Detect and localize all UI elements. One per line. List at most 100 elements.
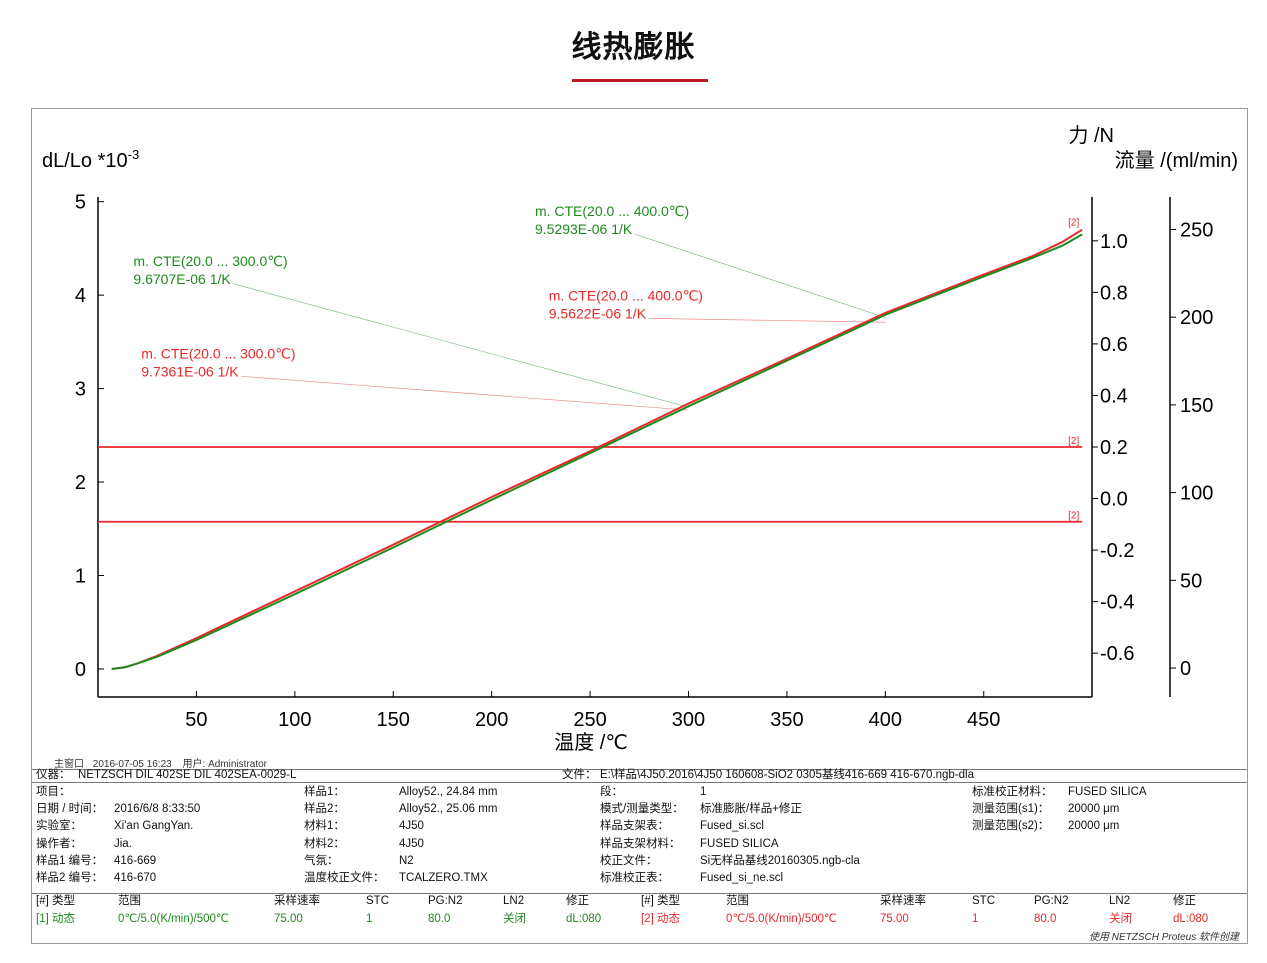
x-tick-label: 150 [377, 709, 410, 731]
segment-2-value: 1 [972, 913, 979, 925]
segment-1-value: dL:080 [566, 913, 602, 925]
info-value: 标准膨胀/样品+修正 [700, 803, 802, 816]
info-value: N2 [399, 854, 414, 867]
footer-user: Administrator [208, 759, 267, 770]
info-value: 4J50 [399, 837, 424, 850]
info-key: 操作者： [36, 837, 82, 850]
info-value: FUSED SILICA [700, 837, 779, 850]
info-key: 样品2： [304, 803, 345, 816]
segment-header: PG:N2 [1034, 895, 1069, 907]
x-tick-label: 450 [967, 709, 1000, 731]
info-key: 样品支架表： [600, 820, 669, 833]
info-value: 1 [700, 786, 707, 798]
y2-tick-label: 0.6 [1100, 334, 1128, 356]
info-value: Alloy52., 24.84 mm [399, 786, 498, 798]
y3-axis-label: 流量 /(ml/min) [1115, 149, 1238, 172]
segment-header: 修正 [1173, 895, 1196, 907]
segment-2-value: dL:080 [1173, 913, 1209, 925]
y-tick-label: 2 [75, 472, 86, 494]
info-key: 段： [600, 786, 623, 798]
segment-header: LN2 [1109, 895, 1131, 907]
segment-2-value: 75.00 [880, 913, 909, 925]
y3-tick-label: 100 [1180, 483, 1213, 505]
segment-2-value: 80.0 [1034, 913, 1057, 925]
cte-label-value: 9.5293E-06 1/K [535, 221, 633, 237]
info-value: Si无样品基线20160305.ngb-cla [700, 854, 860, 867]
cte-leader-line [634, 233, 886, 318]
info-key: 样品支架材料： [600, 837, 681, 850]
y2-tick-label: -0.2 [1100, 540, 1134, 562]
info-value: 416-669 [114, 854, 157, 867]
info-key: 实验室： [36, 820, 82, 833]
segment-1-value: 75.00 [274, 913, 303, 925]
y2-tick-label: 0.2 [1100, 437, 1128, 459]
x-tick-label: 400 [869, 709, 902, 731]
segment-header: PG:N2 [428, 895, 463, 907]
info-value: Fused_si_ne.scl [700, 872, 784, 884]
cte-label-value: 9.6707E-06 1/K [133, 271, 231, 287]
x-tick-label: 300 [672, 709, 705, 731]
segment-1-value: [1] 动态 [36, 913, 75, 925]
footer-user-label: 用户: [182, 759, 206, 770]
info-key: 样品1 编号： [36, 854, 104, 867]
y2-tick-label: 0.4 [1100, 385, 1128, 407]
x-tick-label: 50 [185, 709, 207, 731]
y-tick-label: 1 [75, 566, 86, 588]
segment-1-value: 80.0 [428, 913, 451, 925]
y-axis-label-exponent: -3 [128, 147, 140, 162]
y3-tick-label: 0 [1180, 658, 1191, 680]
info-divider-top [32, 769, 1247, 770]
y-tick-label: 5 [75, 192, 86, 214]
info-key: 材料1： [304, 820, 345, 833]
info-key: 日期 / 时间： [36, 803, 104, 816]
series-line-2 [111, 233, 1083, 670]
info-value: Xi'an GangYan. [114, 820, 194, 833]
segment-2-value: 关闭 [1109, 913, 1132, 925]
cte-label-range: m. CTE(20.0 ... 400.0℃) [549, 287, 703, 303]
segment-1-value: 关闭 [503, 913, 526, 925]
segment-header: 范围 [118, 895, 141, 907]
y2-tick-label: -0.4 [1100, 592, 1134, 614]
hline-tag: [2] [1068, 436, 1079, 447]
cte-label-range: m. CTE(20.0 ... 300.0℃) [141, 345, 295, 361]
instrument-label: 仪器： [36, 769, 71, 781]
info-key: 材料2： [304, 837, 345, 850]
y2-tick-label: 0.8 [1100, 282, 1128, 304]
info-value: 20000 μm [1068, 803, 1120, 816]
info-divider-segments [32, 893, 1247, 894]
info-value: Fused_si.scl [700, 820, 764, 833]
info-key: 气氛： [304, 854, 339, 867]
segment-2-value: [2] 动态 [641, 913, 680, 925]
title-underline [572, 79, 708, 82]
cte-label-range: m. CTE(20.0 ... 300.0℃) [133, 253, 287, 269]
x-axis-label: 温度 /℃ [554, 731, 628, 754]
info-value: 2016/6/8 8:33:50 [114, 803, 201, 816]
file-value: E:\样品\4J50.2016\4J50 160608-SiO2 0305基线4… [600, 769, 975, 781]
segment-1-value: 1 [366, 913, 373, 925]
info-key: 模式/测量类型： [600, 803, 684, 816]
y3-tick-label: 250 [1180, 219, 1213, 241]
info-key: 测量范围(s2)： [972, 820, 1050, 833]
info-key: 样品2 编号： [36, 872, 104, 884]
info-divider-header [32, 782, 1247, 783]
info-value: FUSED SILICA [1068, 786, 1147, 798]
footer-window-label: 主窗口 [54, 759, 84, 770]
info-key: 测量范围(s1)： [972, 803, 1050, 816]
y-tick-label: 3 [75, 379, 86, 401]
info-value: TCALZERO.TMX [399, 872, 488, 884]
cte-label-value: 9.7361E-06 1/K [141, 363, 239, 379]
y3-tick-label: 200 [1180, 307, 1213, 329]
info-value: 416-670 [114, 872, 157, 884]
cte-leader-line [233, 283, 689, 408]
cte-label-range: m. CTE(20.0 ... 400.0℃) [535, 203, 689, 219]
segment-header: 范围 [726, 895, 749, 907]
segment-1-value: 0℃/5.0(K/min)/500℃ [118, 913, 229, 925]
info-key: 校正文件： [600, 854, 658, 867]
y2-tick-label: 1.0 [1100, 231, 1128, 253]
footer-datetime: 2016-07-05 16:23 [92, 759, 172, 770]
cte-leader-line [241, 375, 689, 411]
info-value: Alloy52., 25.06 mm [399, 803, 498, 816]
x-tick-label: 250 [573, 709, 606, 731]
software-credit: 使用 NETZSCH Proteus 软件创建 [1088, 932, 1239, 943]
series-end-tag: [2] [1068, 218, 1079, 229]
